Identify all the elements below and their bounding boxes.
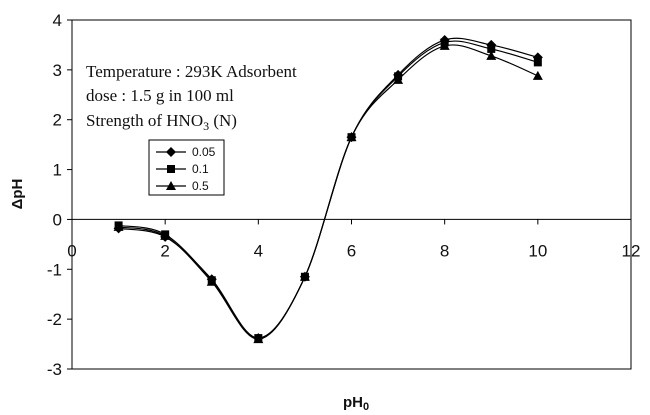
data-point-0.5 xyxy=(253,334,264,344)
data-point-0.5 xyxy=(160,230,171,240)
x-tick-label: 6 xyxy=(347,241,356,260)
annotation: Temperature : 293K Adsorbent dose : 1.5 … xyxy=(86,62,297,133)
data-point-0.5 xyxy=(486,50,497,60)
x-axis-title-main: pH xyxy=(343,394,363,411)
y-tick-label: 0 xyxy=(53,210,62,229)
legend-label: 0.5 xyxy=(192,179,209,193)
annotation-line-1: Temperature : 293K Adsorbent xyxy=(86,62,297,81)
series-line-0.5 xyxy=(118,44,539,340)
data-point-0.5 xyxy=(393,74,404,84)
annotation-line-3-suffix: (N) xyxy=(209,111,237,130)
legend-label: 0.1 xyxy=(192,162,209,176)
data-point-0.1 xyxy=(533,58,542,67)
y-tick-label: 4 xyxy=(53,11,62,30)
x-tick-label: 2 xyxy=(160,241,169,260)
annotation-line-3-prefix: Strength of HNO xyxy=(86,111,203,130)
y-tick-label: 2 xyxy=(53,111,62,130)
legend-label: 0.05 xyxy=(192,145,216,159)
legend: 0.05 0.1 0.5 xyxy=(148,139,225,196)
y-tick-label: 3 xyxy=(53,61,62,80)
data-point-0.5 xyxy=(439,40,450,50)
data-point-0.5 xyxy=(346,132,357,142)
legend-marker xyxy=(167,165,175,173)
x-tick-label: 10 xyxy=(528,241,547,260)
legend-marker xyxy=(166,181,176,190)
data-point-0.1 xyxy=(487,44,496,53)
x-axis-title-sub: 0 xyxy=(363,401,369,413)
legend-marker xyxy=(166,147,176,157)
x-tick-label: 8 xyxy=(440,241,449,260)
x-tick-label: 12 xyxy=(622,241,641,260)
y-tick-label: 1 xyxy=(53,161,62,180)
annotation-line-3-sub: 3 xyxy=(203,119,209,133)
y-tick-label: -2 xyxy=(47,310,62,329)
data-point-0.5 xyxy=(113,221,124,231)
data-point-0.5 xyxy=(206,276,217,286)
y-tick-label: -1 xyxy=(47,260,62,279)
data-point-0.5 xyxy=(532,70,543,80)
plot-area xyxy=(71,19,632,370)
x-tick-label: 0 xyxy=(67,241,76,260)
y-tick-label: -3 xyxy=(47,360,62,379)
x-axis-title: pH0 xyxy=(343,394,369,413)
y-axis-title: ΔpH xyxy=(9,179,26,210)
annotation-line-2: dose : 1.5 g in 100 ml xyxy=(86,86,234,105)
annotation-line-3: Strength of HNO3 (N) xyxy=(86,111,237,133)
x-tick-label: 4 xyxy=(254,241,263,260)
data-point-0.5 xyxy=(299,271,310,281)
